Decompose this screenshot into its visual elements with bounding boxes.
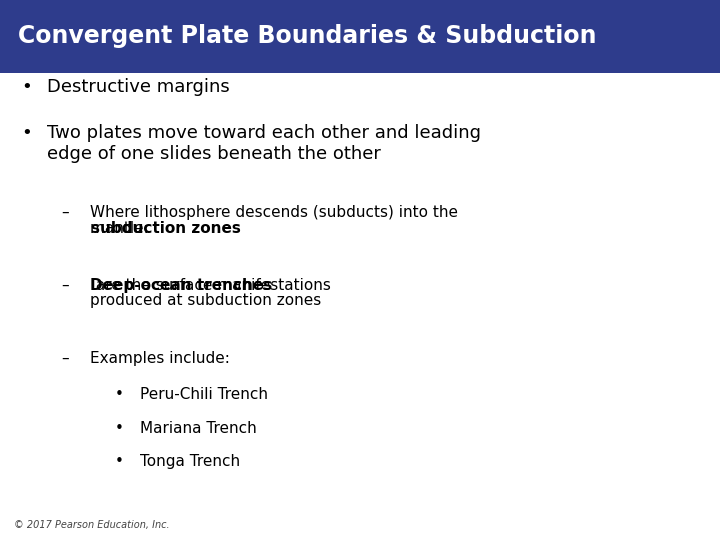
Text: Deep-ocean trenches: Deep-ocean trenches [90, 278, 272, 293]
Text: subduction zones: subduction zones [91, 221, 241, 235]
Text: mantle:: mantle: [90, 221, 153, 235]
Text: Destructive margins: Destructive margins [47, 78, 230, 96]
Text: •: • [22, 124, 32, 142]
Text: •: • [22, 78, 32, 96]
Text: Two plates move toward each other and leading
edge of one slides beneath the oth: Two plates move toward each other and le… [47, 124, 481, 163]
Text: –: – [61, 351, 69, 366]
Text: Mariana Trench: Mariana Trench [140, 421, 257, 436]
Text: are the surface manifestations: are the surface manifestations [91, 278, 331, 293]
Text: •: • [115, 454, 124, 469]
Text: © 2017 Pearson Education, Inc.: © 2017 Pearson Education, Inc. [14, 520, 170, 530]
Text: Tonga Trench: Tonga Trench [140, 454, 240, 469]
Text: Where lithosphere descends (subducts) into the: Where lithosphere descends (subducts) in… [90, 205, 458, 220]
FancyBboxPatch shape [0, 0, 720, 73]
Text: Convergent Plate Boundaries & Subduction: Convergent Plate Boundaries & Subduction [18, 24, 596, 49]
Text: Peru-Chili Trench: Peru-Chili Trench [140, 387, 269, 402]
Text: –: – [61, 278, 69, 293]
Text: –: – [61, 205, 69, 220]
Text: •: • [115, 387, 124, 402]
Text: produced at subduction zones: produced at subduction zones [90, 294, 321, 308]
Text: •: • [115, 421, 124, 436]
Text: Examples include:: Examples include: [90, 351, 230, 366]
